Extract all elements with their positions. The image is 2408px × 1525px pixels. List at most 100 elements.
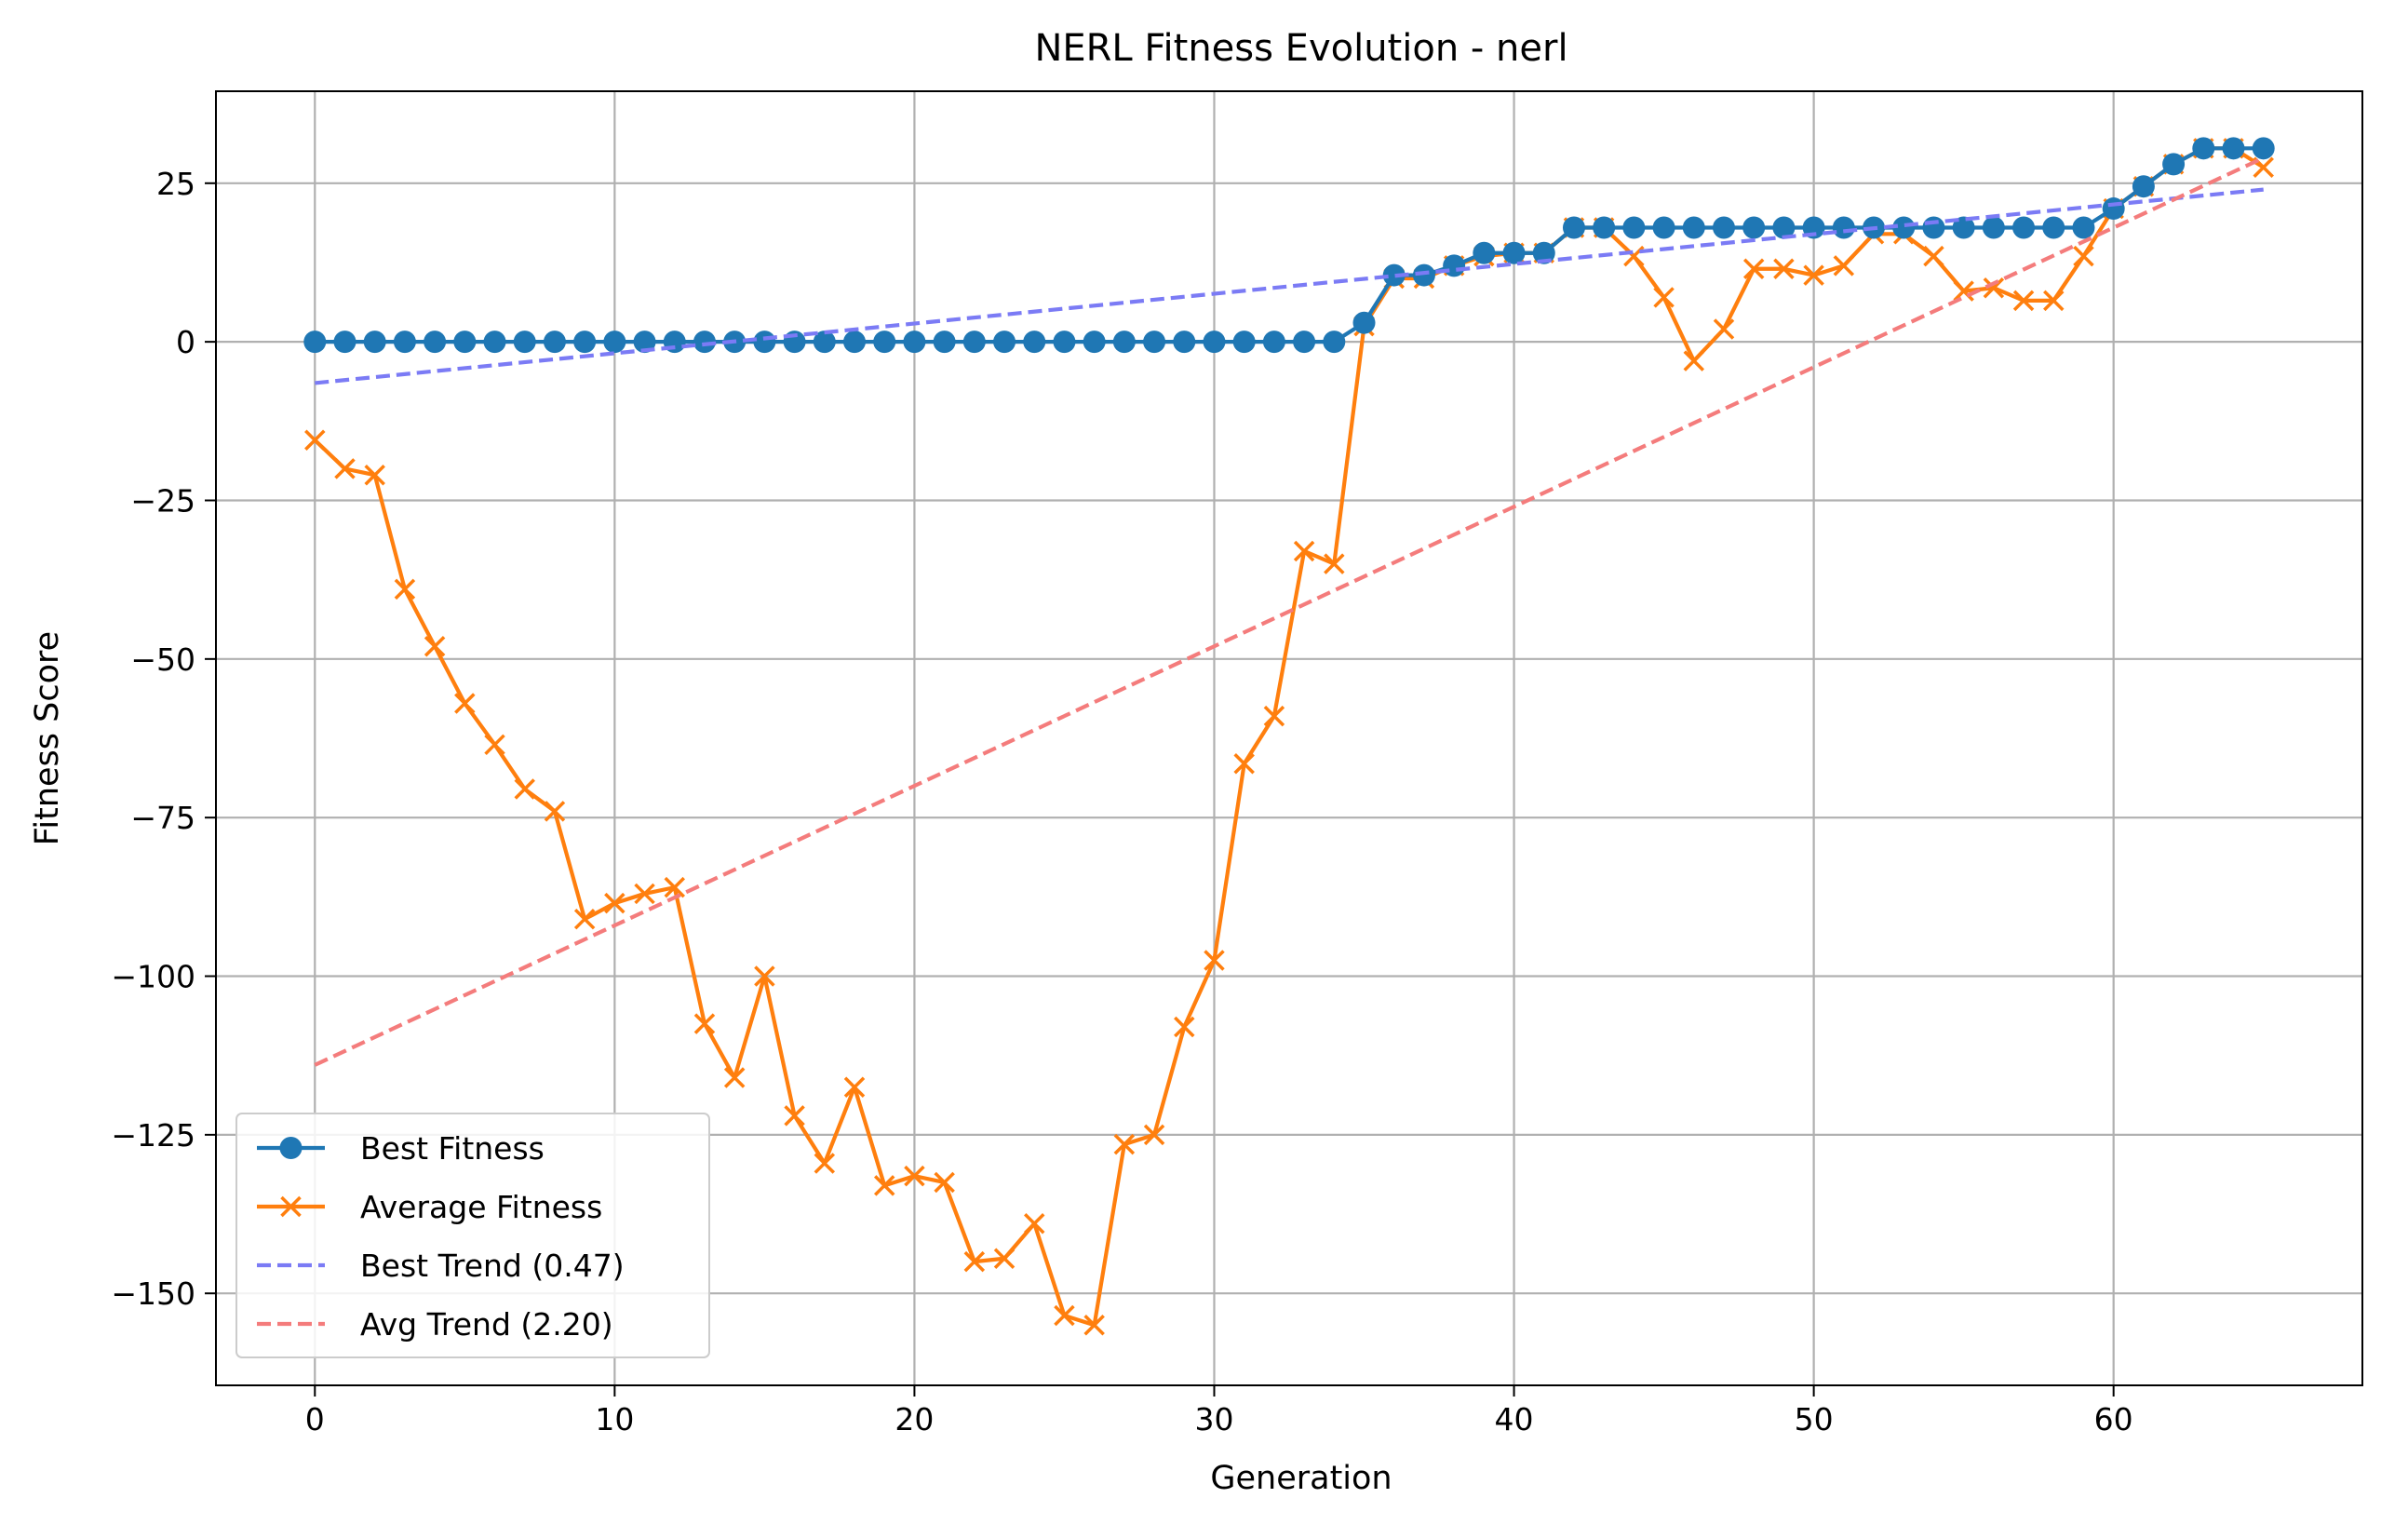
average-fitness-point <box>604 892 626 914</box>
average-fitness-point <box>304 429 326 451</box>
best-fitness-point <box>1622 216 1646 239</box>
best-fitness-point <box>1083 331 1106 354</box>
average-fitness-point <box>573 908 596 930</box>
best-fitness-point <box>1952 216 1975 239</box>
average-fitness-point <box>1204 950 1225 971</box>
best-fitness-point <box>1502 241 1526 264</box>
y-axis-label: Fitness Score <box>29 631 66 845</box>
y-tick-label: −50 <box>130 641 195 678</box>
average-fitness-point <box>904 1165 925 1187</box>
best-fitness-point <box>1832 216 1855 239</box>
best-fitness-point <box>1232 331 1256 354</box>
best-fitness-point <box>1982 216 2005 239</box>
average-fitness-point <box>1833 255 1855 277</box>
average-fitness-point <box>1742 258 1765 280</box>
best-fitness-point <box>393 331 416 354</box>
average-fitness-point <box>784 1105 805 1127</box>
x-tick-label: 40 <box>1495 1401 1534 1437</box>
best-fitness-point <box>2042 216 2065 239</box>
average-fitness-point <box>873 1175 895 1196</box>
best-fitness-point <box>1323 331 1346 354</box>
average-fitness-point <box>1174 1016 1195 1038</box>
best-fitness-point <box>2192 137 2215 160</box>
average-fitness-point <box>1113 1133 1136 1155</box>
best-fitness-point <box>1473 241 1496 264</box>
best-fitness-point <box>483 331 506 354</box>
best-fitness-point <box>303 331 327 354</box>
legend-label: Best Fitness <box>360 1130 545 1167</box>
best-fitness-point <box>2072 216 2095 239</box>
average-fitness-point <box>963 1250 986 1273</box>
best-fitness-point <box>1023 331 1046 354</box>
chart-title: NERL Fitness Evolution - nerl <box>1034 27 1567 70</box>
average-fitness-point <box>814 1153 836 1174</box>
average-fitness-point <box>1713 318 1735 340</box>
average-fitness-point <box>1054 1304 1075 1327</box>
x-tick-label: 0 <box>305 1401 325 1437</box>
best-fitness-point <box>1382 263 1406 287</box>
plot-frame <box>215 90 2363 1386</box>
best-fitness-point <box>1352 311 1376 334</box>
best-fitness-point <box>2102 197 2125 221</box>
best-fitness-point <box>903 331 926 354</box>
average-fitness-point <box>1953 280 1974 302</box>
average-fitness-point <box>693 1013 716 1034</box>
y-tick-label: −100 <box>111 959 195 995</box>
average-fitness-point <box>1803 264 1824 286</box>
best-fitness-point <box>2162 153 2186 176</box>
axis-ticks: 0 10 20 30 40 50 60 25 0 −25 −50 −75 −100 −125 −150 <box>111 166 2132 1437</box>
average-fitness-point <box>1263 705 1285 727</box>
legend-label: Average Fitness <box>360 1189 602 1225</box>
best-fitness-point <box>1892 216 1916 239</box>
average-fitness-point <box>1083 1315 1105 1336</box>
average-fitness-point <box>1233 753 1255 775</box>
legend-swatch-marker <box>280 1195 302 1218</box>
average-fitness-point <box>454 693 476 714</box>
average-fitness-point <box>843 1076 866 1098</box>
best-fitness-point <box>1742 216 1766 239</box>
average-fitness-point <box>484 734 505 756</box>
average-fitness-point <box>1143 1124 1165 1146</box>
best-fitness-point <box>573 331 597 354</box>
average-fitness-point <box>664 876 686 898</box>
legend-label: Best Trend (0.47) <box>360 1248 625 1284</box>
y-tick-label: −150 <box>111 1275 195 1312</box>
best-fitness-point <box>543 331 566 354</box>
best-fitness-point <box>2012 216 2036 239</box>
average-fitness-point <box>1324 553 1345 574</box>
x-tick-label: 60 <box>2094 1401 2133 1437</box>
best-fitness-point <box>1712 216 1735 239</box>
best-fitness-point <box>333 331 356 354</box>
average-fitness-point <box>394 578 416 601</box>
average-fitness-point <box>2012 290 2035 312</box>
x-tick-label: 10 <box>595 1401 634 1437</box>
best-fitness-point <box>962 331 986 354</box>
avg-trend-line <box>314 155 2265 1067</box>
best-fitness-point <box>1112 331 1136 354</box>
y-tick-label: −75 <box>130 800 195 836</box>
best-fitness-point <box>1173 331 1196 354</box>
best-fitness-point <box>693 331 716 354</box>
average-fitness-point <box>1683 350 1705 371</box>
y-tick-label: −125 <box>111 1117 195 1154</box>
average-fitness-point <box>754 965 775 987</box>
best-fitness-point <box>993 331 1016 354</box>
average-fitness-point <box>634 883 655 905</box>
best-fitness-point <box>1203 331 1226 354</box>
average-fitness-point <box>1024 1213 1045 1235</box>
best-fitness-point <box>813 331 836 354</box>
best-fitness-point <box>873 331 896 354</box>
best-fitness-point <box>1593 216 1616 239</box>
average-fitness-point <box>514 778 535 800</box>
best-fitness-point <box>1682 216 1705 239</box>
average-fitness-point <box>1923 245 1944 267</box>
average-fitness-point <box>934 1171 955 1194</box>
x-tick-label: 20 <box>895 1401 934 1437</box>
best-fitness-point <box>603 331 626 354</box>
best-fitness-point <box>424 331 447 354</box>
best-fitness-point <box>513 331 536 354</box>
y-tick-label: 0 <box>176 324 195 360</box>
legend-swatch-marker <box>279 1137 303 1159</box>
best-fitness-point <box>933 331 956 354</box>
